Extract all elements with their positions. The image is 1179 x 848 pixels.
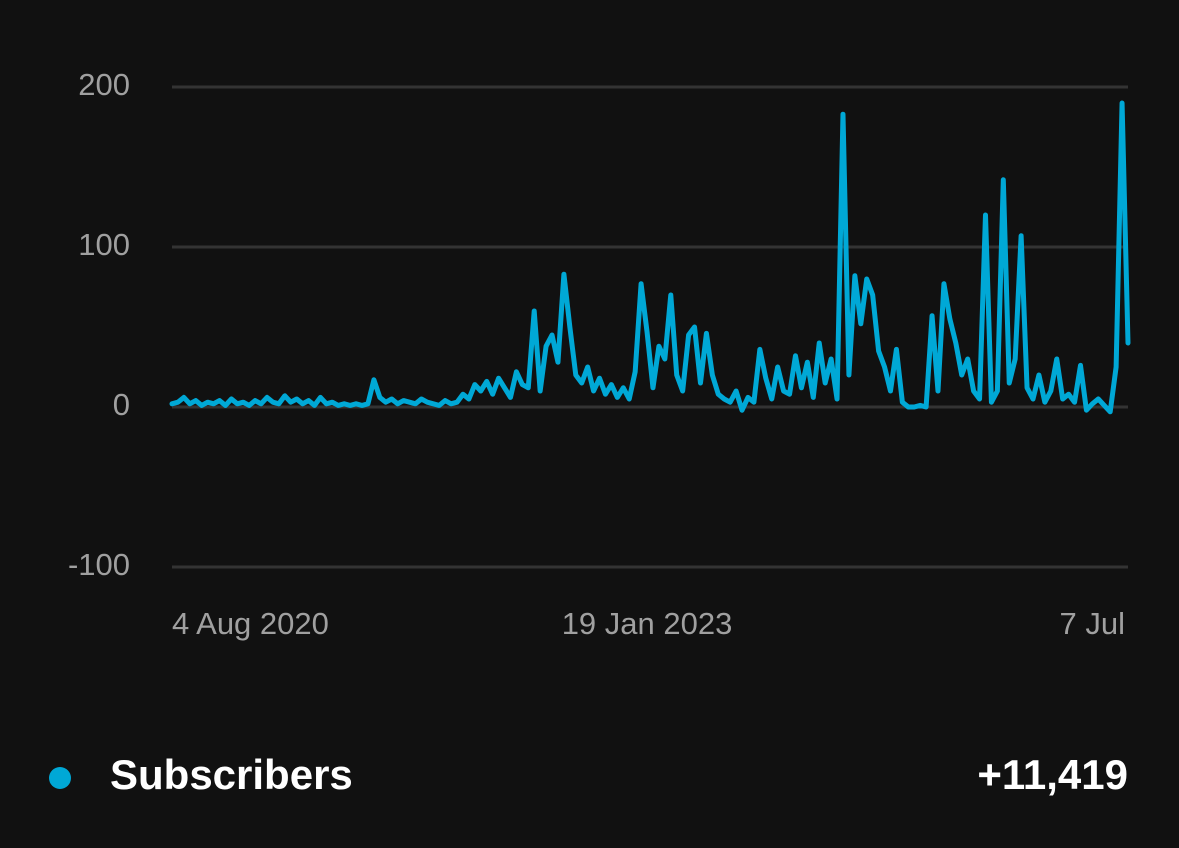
y-tick-label: 100 (78, 227, 130, 262)
y-tick-label: 0 (113, 387, 130, 422)
x-tick-label: 19 Jan 2023 (562, 606, 733, 641)
x-tick-label: 7 Jul (1060, 606, 1125, 641)
y-tick-label: 200 (78, 67, 130, 102)
y-tick-label: -100 (68, 547, 130, 582)
legend-dot (49, 767, 71, 789)
x-tick-label: 4 Aug 2020 (172, 606, 329, 641)
legend-label: Subscribers (110, 751, 353, 798)
total-value: +11,419 (977, 751, 1128, 798)
series-line (169, 100, 1131, 415)
